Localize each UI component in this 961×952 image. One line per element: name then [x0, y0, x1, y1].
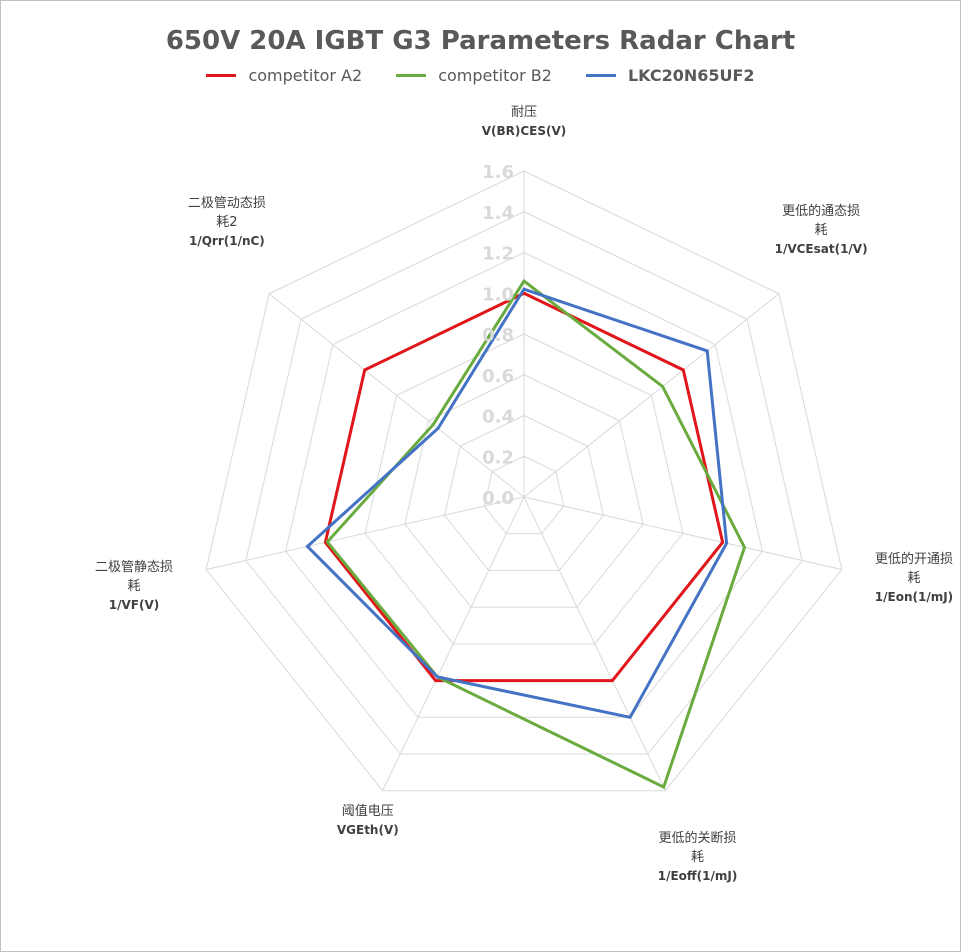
legend-swatch-lkc20n65uf2 — [585, 74, 616, 77]
axis-label-line2: 耗 — [127, 578, 141, 594]
axis-label-turn-on-loss: 更低的开通损 耗 1/Eon(1/mJ) — [839, 550, 961, 607]
tick-label-0.4: 0.4 — [482, 407, 514, 428]
legend-item-competitor-b2: competitor B2 — [396, 66, 552, 85]
legend-swatch-competitor-a2 — [206, 74, 237, 77]
tick-label-0.2: 0.2 — [482, 447, 514, 468]
axis-label-line2: 耗 — [907, 570, 921, 586]
chart-title: 650V 20A IGBT G3 Parameters Radar Chart — [165, 26, 796, 56]
grid-ring-1.2 — [285, 251, 763, 718]
axis-label-unit: 1/Qrr(1/nC) — [188, 233, 265, 248]
series-line-lkc20n65uf2 — [305, 287, 729, 719]
tick-label-0.0: 0.0 — [482, 488, 514, 509]
grid-ring-0.6 — [404, 374, 644, 608]
axis-label-unit: V(BR)CES(V) — [481, 124, 567, 138]
axis-label-line2: 耗2 — [216, 214, 238, 230]
axis-label-unit: 1/Eoff(1/mJ) — [657, 868, 738, 883]
grid-ring-0.2 — [483, 455, 565, 535]
axis-label-threshold-voltage: 阈值电压 VGEth(V) — [293, 802, 443, 840]
axis-label-line2: 耗 — [691, 849, 705, 865]
axis-label-diode-dynamic-loss: 二极管动态损 耗2 1/Qrr(1/nC) — [152, 194, 302, 251]
axis-label-diode-static-loss: 二极管静态损 耗 1/VF(V) — [59, 558, 209, 615]
legend-label-competitor-b2: competitor B2 — [438, 66, 552, 85]
tick-label-1.6: 1.6 — [482, 162, 514, 183]
axis-label-unit: 1/Eon(1/mJ) — [874, 589, 954, 604]
legend-item-competitor-a2: competitor A2 — [206, 66, 362, 85]
axis-spoke-4 — [382, 496, 525, 791]
axis-label-line2: 耗 — [814, 222, 828, 238]
axis-label-line1: 更低的关断损 — [658, 830, 737, 846]
legend-label-competitor-a2: competitor A2 — [248, 66, 363, 85]
axis-label-line1: 耐压 — [510, 105, 537, 120]
axis-spoke-3 — [523, 496, 666, 791]
axis-spoke-1 — [523, 293, 780, 498]
axis-label-unit: 1/VF(V) — [108, 597, 160, 612]
tick-label-1.4: 1.4 — [482, 203, 514, 224]
axis-label-line1: 更低的通态损 — [782, 203, 861, 219]
tick-label-1.0: 1.0 — [482, 284, 514, 305]
axis-label-line1: 阈值电压 — [341, 804, 394, 820]
axis-label-line1: 更低的开通损 — [874, 551, 953, 567]
axis-label-unit: 1/VCEsat(1/V) — [774, 241, 868, 256]
grid-ring-1.4 — [245, 211, 803, 755]
legend-label-lkc20n65uf2: LKC20N65UF2 — [627, 66, 755, 85]
legend-swatch-competitor-b2 — [396, 74, 427, 77]
legend: competitor A2 competitor B2 LKC20N65UF2 — [0, 66, 961, 85]
tick-label-1.2: 1.2 — [482, 244, 514, 265]
axis-label-breakdown-voltage: 耐压 V(BR)CES(V) — [449, 103, 599, 141]
grid-ring-1.6 — [205, 170, 843, 792]
grid-ring-0.8 — [364, 333, 684, 645]
series-line-competitor-b2 — [325, 278, 747, 790]
axis-label-turn-off-loss: 更低的关断损 耗 1/Eoff(1/mJ) — [623, 829, 773, 886]
legend-item-lkc20n65uf2: LKC20N65UF2 — [585, 66, 755, 85]
axis-label-line1: 二极管静态损 — [95, 559, 174, 575]
axis-label-conduction-loss: 更低的通态损 耗 1/VCEsat(1/V) — [746, 202, 896, 259]
axis-spoke-2 — [523, 496, 842, 571]
axis-spoke-5 — [206, 496, 525, 571]
tick-label-0.6: 0.6 — [482, 366, 514, 387]
axis-spoke-6 — [268, 293, 525, 498]
axis-label-unit: VGEth(V) — [336, 823, 399, 838]
axis-label-line1: 二极管动态损 — [187, 195, 266, 211]
grid-ring-0.4 — [444, 414, 604, 571]
tick-label-0.8: 0.8 — [482, 325, 514, 346]
series-line-competitor-a2 — [323, 291, 725, 683]
